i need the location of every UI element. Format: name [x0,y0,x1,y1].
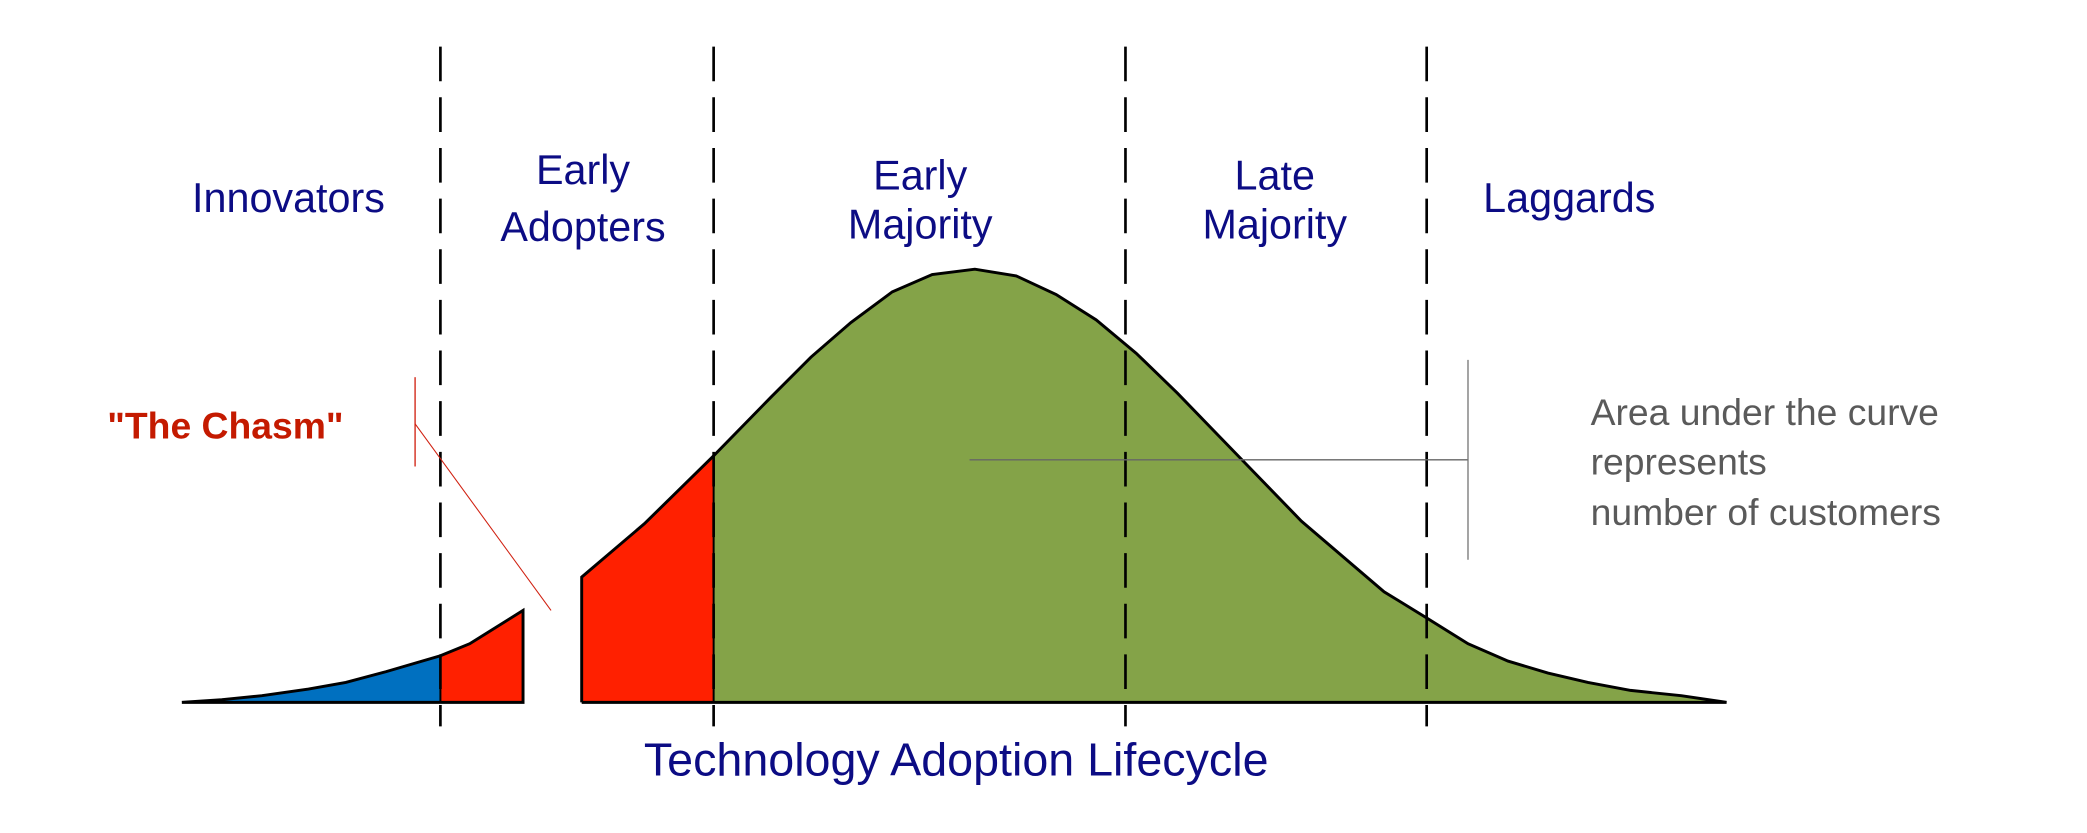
label-early-adopters-line2: Adopters [500,204,665,250]
note-line2: represents [1591,440,1767,482]
label-innovators: Innovators [192,175,385,221]
innovators-area [181,655,441,703]
note-line1: Area under the curve [1591,391,1939,433]
label-late-majority-line1: Late [1235,152,1315,198]
label-laggards: Laggards [1483,175,1655,221]
label-early-majority-line2: Majority [848,202,993,248]
diagram-title: Technology Adoption Lifecycle [644,734,1269,786]
curve-left-outline [181,607,525,704]
chasm-pointer [414,423,552,611]
early-adopters-area-right [581,455,714,703]
curve-right-outline [580,267,1727,704]
label-early-majority-line1: Early [873,152,967,198]
chasm-label: "The Chasm" [107,404,343,446]
note-line3: number of customers [1591,491,1941,533]
label-late-majority-line2: Majority [1202,202,1347,248]
early-adopters-area-left [440,610,524,703]
majority-laggards-area [713,269,1727,703]
label-early-adopters-line1: Early [536,147,630,193]
